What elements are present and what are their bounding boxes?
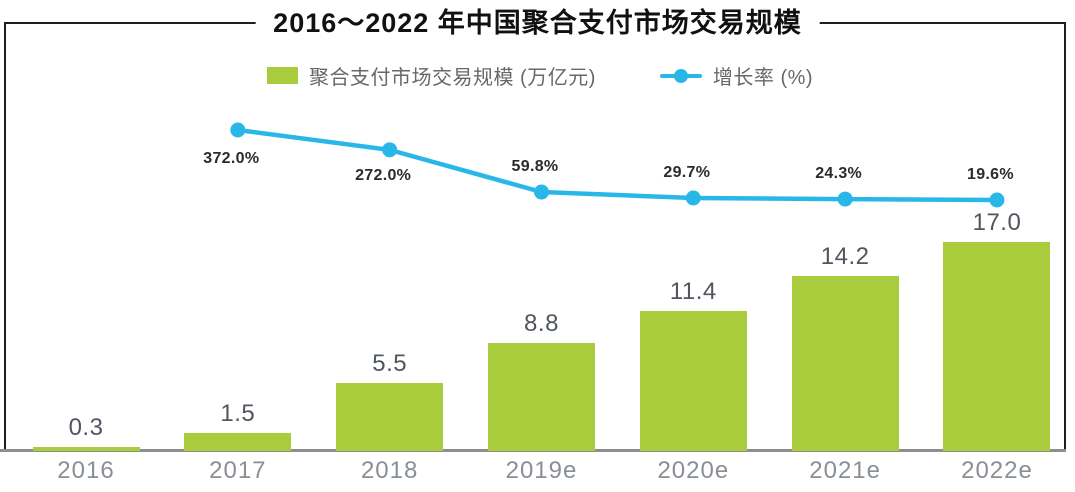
growth-point-2021e [837,191,853,207]
legend-item-bar-series: 聚合支付市场交易规模 (万亿元) [267,61,596,90]
x-tick-label-2019e: 2019e [505,457,578,484]
bar-2019e [487,342,595,451]
bar-2020e [639,310,747,451]
bar-value-label-2020e: 11.4 [669,277,717,305]
bar-value-label-2019e: 8.8 [524,309,559,337]
x-tick-label-2018: 2018 [360,457,419,484]
bar-2016 [32,447,140,451]
x-tick-label-2021e: 2021e [809,457,882,484]
chart-title: 2016～2022 年中国聚合支付市场交易规模 [255,6,820,40]
bar-value-label-2018: 5.5 [372,350,408,378]
x-tick-label-2017: 2017 [209,457,267,484]
legend-line-dot-icon [673,68,688,83]
legend: 聚合支付市场交易规模 (万亿元) 增长率 (%) [267,61,813,90]
bar-value-label-2017: 1.5 [220,399,256,427]
legend-item-line-series: 增长率 (%) [659,61,814,90]
bar-value-label-2016: 0.3 [68,414,104,442]
growth-value-label-2018: 272.0% [355,166,412,184]
x-tick-label-2016: 2016 [57,457,115,484]
bar-2017 [184,432,292,451]
legend-bar-label: 聚合支付市场交易规模 (万亿元) [309,67,596,89]
x-tick-label-2020e: 2020e [657,457,730,484]
growth-point-2019e [533,184,549,200]
legend-bar-swatch-icon [267,67,298,84]
bar-2022e [943,241,1051,451]
growth-point-2020e [685,190,701,206]
legend-line-swatch-icon [659,68,702,83]
growth-value-label-2021e: 24.3% [815,165,863,183]
legend-line-label: 增长率 (%) [712,67,814,89]
bar-2018 [336,383,444,451]
x-tick-label-2022e: 2022e [961,457,1033,484]
growth-value-label-2017: 372.0% [203,150,260,167]
growth-point-2022e [989,192,1005,208]
growth-point-2018 [382,142,398,158]
bar-value-label-2021e: 14.2 [820,243,870,271]
growth-value-label-2019e: 59.8% [511,158,559,175]
growth-value-label-2020e: 29.7% [663,163,711,181]
growth-value-label-2022e: 19.6% [967,166,1014,183]
growth-line-path [235,127,1000,203]
growth-point-2017 [230,122,246,138]
bar-2021e [791,276,899,451]
bar-value-label-2022e: 17.0 [972,208,1022,236]
